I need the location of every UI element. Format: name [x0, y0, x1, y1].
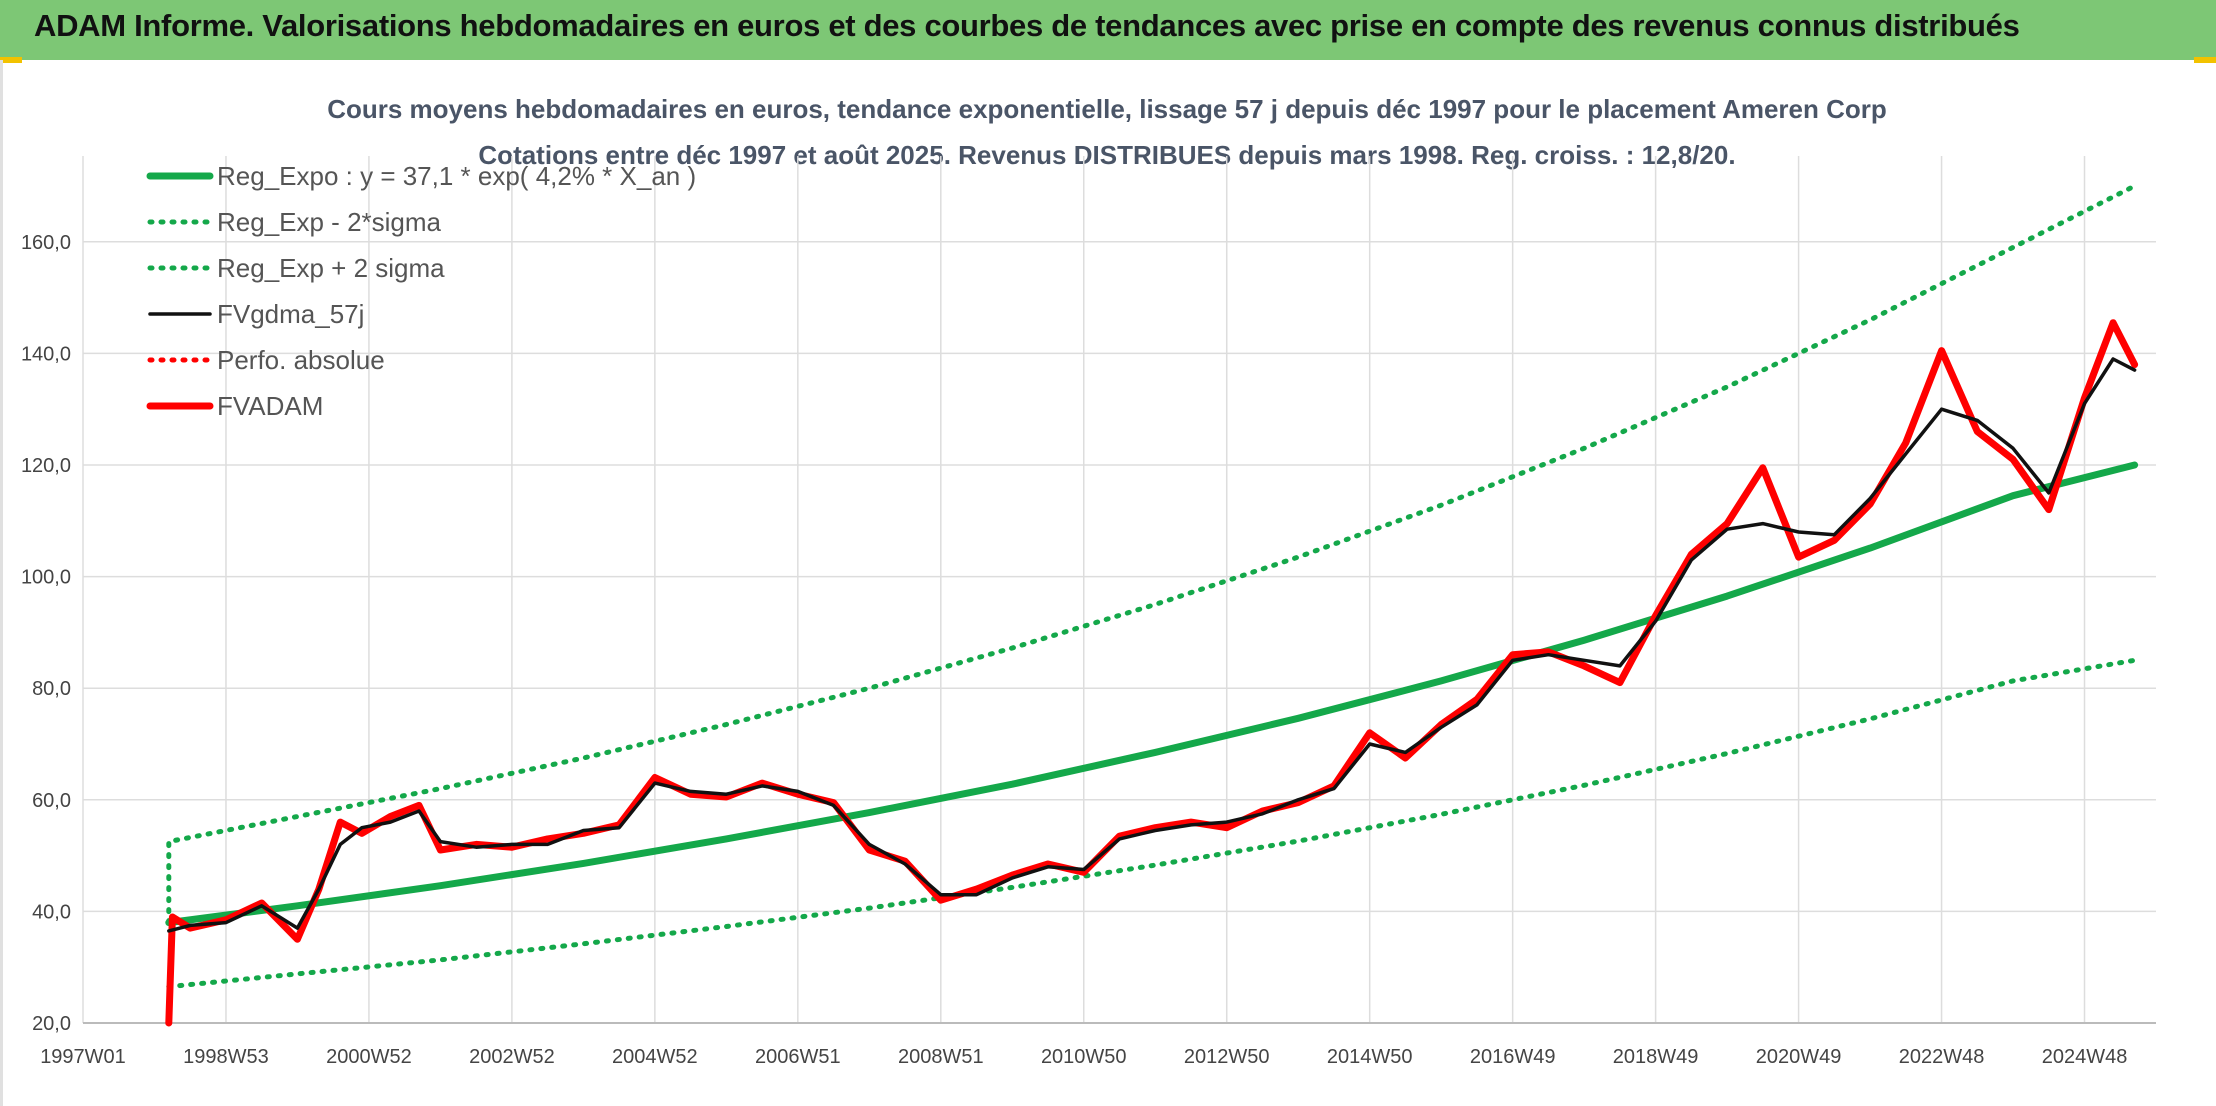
chart-title: Cours moyens hebdomadaires en euros, ten…: [327, 94, 1887, 124]
x-tick-label: 2000W52: [326, 1046, 412, 1068]
legend-label: Reg_Exp + 2 sigma: [217, 253, 445, 283]
series-line-fvadam: [165, 319, 2139, 1027]
axis-ticks: 20,0 40,0 60,0 80,0 100,0 120,0 140,0 160,0 1997…: [21, 232, 2156, 1068]
x-tick-label: 2014W50: [1327, 1046, 1413, 1068]
x-tick-label: 2020W49: [1756, 1046, 1842, 1068]
y-tick-label: 40,0: [32, 901, 71, 923]
series-line-reg-expo-y-37-1-exp-4-2-x-an: [165, 461, 2139, 927]
series-line-reg-exp-2-sigma: [166, 183, 2138, 926]
y-tick-label: 60,0: [32, 790, 71, 812]
series-line-reg-exp-2-sigma: [166, 657, 2138, 990]
chart-area: Cours moyens hebdomadaires en euros, ten…: [0, 60, 2216, 1106]
y-tick-label: 120,0: [21, 455, 71, 477]
series-line-fvgdma-57j: [167, 357, 2137, 933]
legend: Reg_Expo : y = 37,1 * exp( 4,2% * X_an )…: [146, 161, 696, 421]
x-tick-label: 2010W50: [1041, 1046, 1127, 1068]
header-banner: ADAM Informe. Valorisations hebdomadaire…: [0, 0, 2216, 60]
series-lines: [165, 183, 2139, 1027]
x-tick-label: 2018W49: [1613, 1046, 1699, 1068]
grid-lines: [82, 156, 2156, 1024]
x-tick-label: 2008W51: [898, 1046, 984, 1068]
chart-subtitle: Cotations entre déc 1997 et août 2025. R…: [478, 140, 1735, 170]
x-tick-label: 2022W48: [1899, 1046, 1985, 1068]
chart-svg: Cours moyens hebdomadaires en euros, ten…: [21, 94, 2156, 1068]
x-tick-label: 1998W53: [183, 1046, 269, 1068]
corner-marker-left: [0, 57, 22, 63]
y-tick-label: 20,0: [32, 1013, 71, 1035]
x-tick-label: 2006W51: [755, 1046, 841, 1068]
x-tick-label: 1997W01: [40, 1046, 126, 1068]
legend-label: Reg_Exp - 2*sigma: [217, 207, 442, 237]
page-title: ADAM Informe. Valorisations hebdomadaire…: [34, 8, 2020, 43]
legend-label: FVADAM: [217, 391, 323, 421]
legend-label: Perfo. absolue: [217, 345, 385, 375]
x-tick-label: 2004W52: [612, 1046, 698, 1068]
y-tick-label: 100,0: [21, 567, 71, 589]
y-tick-label: 160,0: [21, 232, 71, 254]
y-tick-label: 80,0: [32, 678, 71, 700]
x-tick-label: 2016W49: [1470, 1046, 1556, 1068]
legend-label: FVgdma_57j: [217, 299, 364, 329]
corner-marker-right: [2194, 57, 2216, 63]
x-tick-label: 2024W48: [2042, 1046, 2128, 1068]
x-tick-label: 2002W52: [469, 1046, 555, 1068]
y-tick-label: 140,0: [21, 343, 71, 365]
x-tick-label: 2012W50: [1184, 1046, 1270, 1068]
legend-label: Reg_Expo : y = 37,1 * exp( 4,2% * X_an ): [217, 161, 696, 191]
